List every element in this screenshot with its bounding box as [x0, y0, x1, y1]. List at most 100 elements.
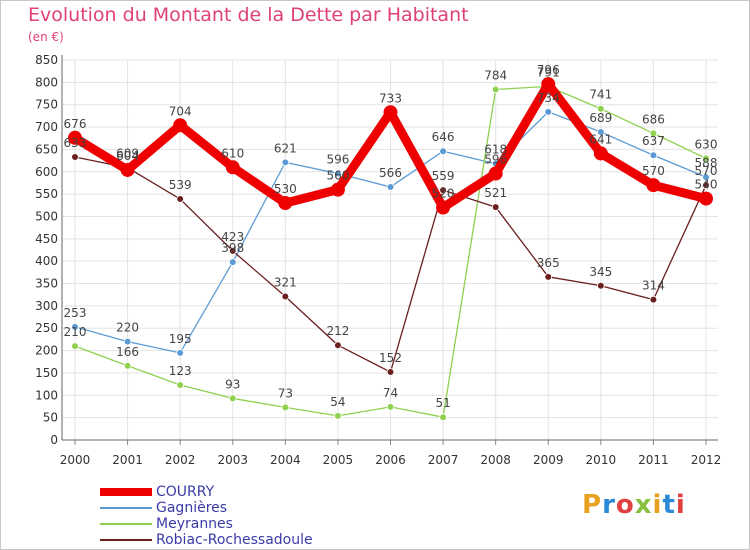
data-label: 791 [537, 65, 560, 79]
x-tick-label: 2007 [428, 453, 459, 467]
data-label: 618 [484, 143, 507, 157]
y-tick-label: 0 [50, 433, 58, 447]
y-tick-label: 350 [35, 277, 58, 291]
data-label: 253 [64, 306, 87, 320]
data-point [702, 181, 710, 189]
data-label: 123 [169, 364, 192, 378]
data-label: 676 [64, 117, 87, 131]
data-point [436, 200, 451, 215]
data-label: 530 [274, 182, 297, 196]
data-point [225, 160, 240, 175]
data-point [593, 146, 608, 161]
data-point [176, 195, 184, 203]
data-point [597, 281, 605, 290]
data-label: 51 [435, 396, 450, 410]
data-point [228, 258, 237, 266]
data-point [123, 361, 132, 370]
y-tick-label: 50 [43, 411, 58, 425]
y-tick-label: 100 [35, 388, 58, 402]
data-label: 741 [589, 88, 612, 102]
data-label: 314 [642, 279, 665, 293]
y-tick-label: 300 [35, 299, 58, 313]
data-point [176, 349, 184, 357]
data-label: 641 [589, 132, 612, 146]
data-point [176, 381, 184, 389]
data-label: 520 [432, 187, 455, 201]
legend-item: Meyrannes [100, 516, 360, 532]
logo-letter: i [652, 490, 663, 520]
x-tick-label: 2004 [270, 453, 301, 467]
data-label: 73 [278, 386, 293, 400]
legend-label: Meyrannes [156, 516, 233, 532]
data-label: 621 [274, 141, 297, 155]
y-tick-label: 800 [35, 75, 58, 89]
data-label: 166 [116, 345, 139, 359]
data-point [699, 191, 713, 206]
logo-letter: P [582, 490, 603, 520]
data-point [544, 273, 553, 281]
data-label: 74 [383, 386, 398, 400]
data-point [330, 182, 345, 197]
x-tick-label: 2009 [533, 453, 564, 467]
data-point [649, 295, 658, 304]
data-point [334, 169, 342, 178]
y-tick-label: 850 [35, 53, 58, 67]
legend-swatch [100, 523, 152, 525]
data-label: 559 [432, 169, 455, 183]
data-point [281, 158, 290, 167]
data-point [383, 105, 398, 120]
data-point [71, 323, 79, 331]
y-tick-label: 700 [35, 120, 58, 134]
data-label: 689 [589, 111, 612, 125]
data-label: 734 [537, 91, 560, 105]
data-label: 704 [169, 104, 192, 118]
data-point [597, 104, 605, 113]
data-label: 540 [695, 178, 718, 192]
data-label: 54 [330, 395, 345, 409]
data-label: 566 [379, 166, 402, 180]
data-point [281, 403, 290, 412]
unit-label: (en €) [28, 30, 64, 44]
legend-swatch [100, 507, 152, 509]
legend-item: Gagnières [100, 500, 360, 516]
data-label: 539 [169, 178, 192, 192]
data-point [544, 108, 553, 116]
data-point [702, 173, 710, 181]
data-label: 93 [225, 377, 240, 391]
data-label: 630 [695, 137, 718, 151]
data-point [334, 412, 342, 420]
data-point [439, 186, 447, 194]
x-tick-label: 2003 [217, 453, 248, 467]
data-point [123, 337, 132, 346]
data-label: 633 [64, 136, 87, 150]
y-tick-label: 400 [35, 254, 58, 268]
x-tick-label: 2000 [60, 453, 91, 467]
data-label: 784 [484, 69, 507, 83]
data-point [597, 128, 605, 136]
legend-label: COURRY [156, 484, 215, 500]
legend-label: Gagnières [156, 500, 228, 516]
data-label: 398 [221, 241, 244, 255]
logo-letter: o [615, 490, 635, 520]
data-point [71, 342, 79, 350]
data-point [488, 166, 503, 181]
data-label: 604 [116, 149, 139, 163]
proxiti-logo: Proxiti [582, 490, 686, 520]
y-tick-label: 200 [35, 344, 58, 358]
data-point [228, 394, 237, 403]
data-label: 220 [116, 321, 139, 335]
legend-label: Robiac-Rochessadoule [156, 532, 313, 548]
legend-swatch [100, 488, 152, 496]
data-point [68, 130, 82, 145]
y-tick-label: 550 [35, 187, 58, 201]
data-label: 686 [642, 112, 665, 126]
data-point [646, 178, 661, 193]
data-label: 733 [379, 91, 402, 105]
data-label: 423 [221, 230, 244, 244]
data-label: 212 [326, 324, 349, 338]
data-point [541, 77, 556, 92]
data-point [439, 413, 447, 422]
x-tick-label: 2001 [112, 453, 143, 467]
y-tick-label: 500 [35, 209, 58, 223]
